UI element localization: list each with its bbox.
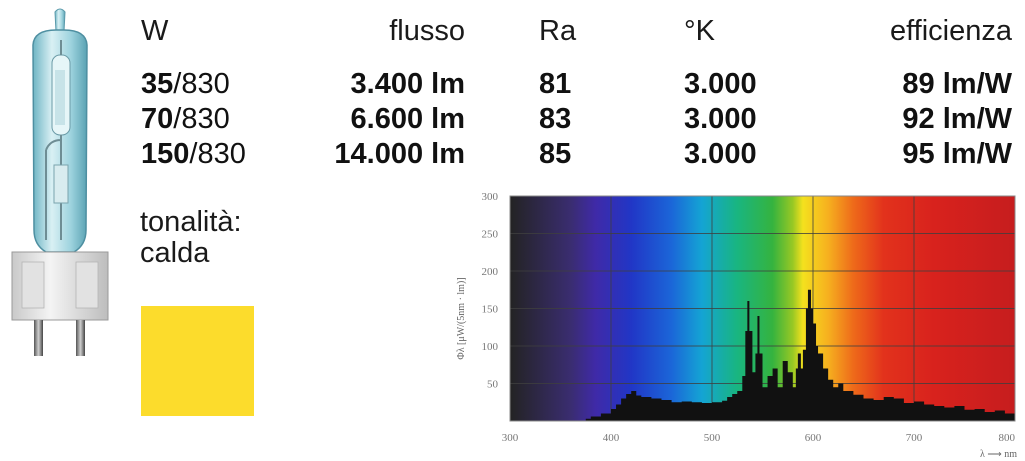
- row-1-flusso: 3.400 lm: [350, 68, 465, 100]
- lamp-image: [11, 8, 109, 356]
- row-2-ra: 83: [539, 103, 572, 135]
- header-w: W: [141, 15, 169, 47]
- row-3-wattage: 150/830: [141, 140, 246, 169]
- row-1-ra: 81: [539, 68, 572, 100]
- spectrum-chart: 50 100 150 200 250 300 300 400 500 600 700 800 Φλ [μ…: [456, 191, 1017, 460]
- header-efficienza: efficienza: [890, 15, 1012, 47]
- header-kelvin: °K: [684, 15, 715, 47]
- header-flusso: flusso: [389, 15, 465, 47]
- tone-line-2: calda: [140, 237, 210, 269]
- y-tick-label: 200: [482, 266, 499, 278]
- x-tick-label: 400: [603, 432, 620, 444]
- header-ra: Ra: [539, 15, 577, 47]
- tone-label: tonalità: calda: [140, 207, 242, 269]
- x-axis-label: λ ⟶ nm: [980, 449, 1017, 460]
- row-3-watt-code: /830: [189, 138, 246, 170]
- row-1-efficienza: 89 lm/W: [902, 68, 1012, 100]
- row-1-watt-code: /830: [173, 68, 230, 100]
- y-tick-label: 50: [487, 379, 499, 391]
- x-tick-label: 500: [704, 432, 721, 444]
- row-3-watt-value: 150: [141, 138, 190, 170]
- x-tick-label: 300: [502, 432, 519, 444]
- row-3-ra: 85: [539, 138, 572, 170]
- row-3-flusso: 14.000 lm: [334, 138, 465, 170]
- tone-line-1: tonalità:: [140, 206, 242, 238]
- row-2-watt-value: 70: [141, 103, 174, 135]
- row-3-efficienza: 95 lm/W: [902, 138, 1012, 170]
- y-axis-label: Φλ [μW/(5nm · lm)]: [456, 277, 467, 359]
- plot-frame: [509, 195, 1016, 422]
- y-tick-label: 150: [482, 304, 499, 316]
- x-tick-label: 600: [805, 432, 822, 444]
- row-2-watt-code: /830: [173, 103, 230, 135]
- x-tick-label: 700: [906, 432, 923, 444]
- row-2-efficienza: 92 lm/W: [902, 103, 1012, 135]
- y-tick-label: 100: [482, 341, 499, 353]
- spectrum-series: [510, 289, 1015, 421]
- row-1-wattage: 35/830: [141, 70, 230, 99]
- row-2-kelvin: 3.000: [684, 103, 757, 135]
- row-2-wattage: 70/830: [141, 105, 230, 134]
- y-tick-label: 250: [482, 229, 499, 241]
- x-tick-label: 800: [999, 432, 1016, 444]
- row-2-flusso: 6.600 lm: [350, 103, 465, 135]
- y-tick-label: 300: [482, 191, 499, 203]
- row-1-watt-value: 35: [141, 68, 174, 100]
- row-3-kelvin: 3.000: [684, 138, 757, 170]
- row-1-kelvin: 3.000: [684, 68, 757, 100]
- tone-color-swatch: [141, 306, 254, 416]
